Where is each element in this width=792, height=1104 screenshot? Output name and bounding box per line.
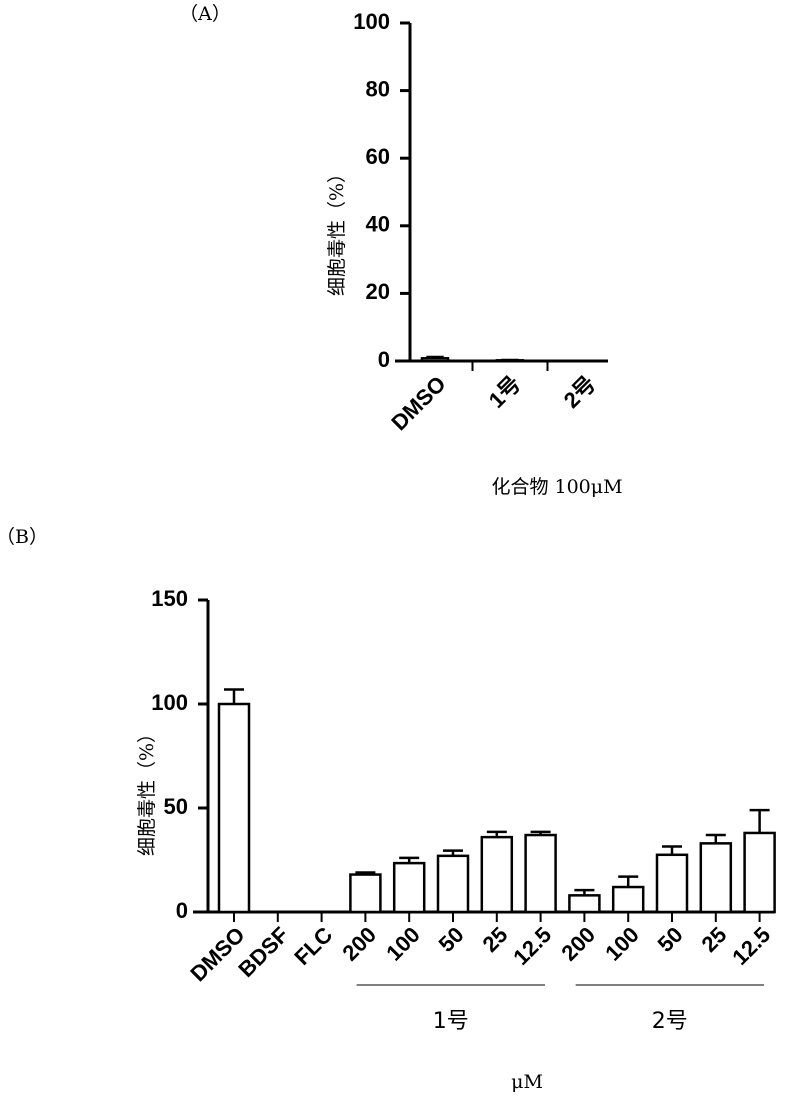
group-label: 1号 [433, 1009, 469, 1034]
x-tick-label: BDSF [233, 922, 293, 982]
y-tick-label: 0 [176, 898, 188, 923]
y-tick-label: 50 [164, 794, 188, 819]
x-tick-label: 25 [477, 922, 512, 957]
x-tick-label: 100 [600, 922, 644, 966]
y-tick-label: 80 [366, 76, 390, 101]
panel-label: （B） [0, 526, 48, 548]
y-tick-label: 40 [366, 212, 390, 237]
x-tick-label: 50 [653, 922, 688, 957]
error-bar [750, 810, 770, 833]
x-tick-label: 12.5 [727, 922, 775, 970]
y-axis-label: 细胞毒性（%） [136, 724, 158, 856]
bar [745, 833, 775, 912]
x-tick-label: 12.5 [508, 922, 556, 970]
x-tick-label: 100 [381, 922, 425, 966]
y-tick-label: 100 [151, 690, 188, 715]
y-tick-label: 60 [366, 144, 390, 169]
x-axis-label: 化合物 100μM [491, 476, 622, 498]
bar [613, 887, 643, 912]
x-tick-label: 200 [556, 922, 600, 966]
y-tick-label: 20 [366, 279, 390, 304]
group-label: 2号 [652, 1009, 688, 1034]
y-axis-label: 细胞毒性（%） [326, 164, 348, 296]
bar [350, 875, 380, 912]
x-tick-label: 1号 [484, 371, 526, 413]
bar [657, 855, 687, 912]
y-tick-label: 100 [353, 9, 390, 34]
error-bar [426, 357, 443, 358]
figure: （A） 细胞毒性（%） 化合物 100μM 0 20 40 60 80 100 DMSO 1号 2号 （… [0, 0, 792, 1104]
y-tick-label: 0 [378, 347, 390, 372]
x-tick-label: 200 [337, 922, 381, 966]
bar [526, 835, 556, 912]
x-tick-label: 50 [434, 922, 469, 957]
error-bar [224, 689, 244, 704]
x-tick-label: DMSO [185, 922, 249, 986]
x-axis-label: μM [511, 1071, 543, 1093]
panel-label: （A） [179, 3, 231, 25]
x-tick-label: 25 [696, 922, 731, 957]
x-tick-label: FLC [289, 922, 337, 970]
y-tick-label: 150 [151, 586, 188, 611]
bar [438, 856, 468, 912]
bar [422, 358, 448, 361]
bar [701, 843, 731, 912]
x-tick-label: DMSO [386, 371, 450, 435]
bar [394, 863, 424, 912]
bar [482, 837, 512, 912]
bar [219, 704, 249, 912]
bar [569, 895, 599, 912]
x-tick-label: 2号 [559, 371, 601, 413]
error-bar [618, 877, 638, 887]
